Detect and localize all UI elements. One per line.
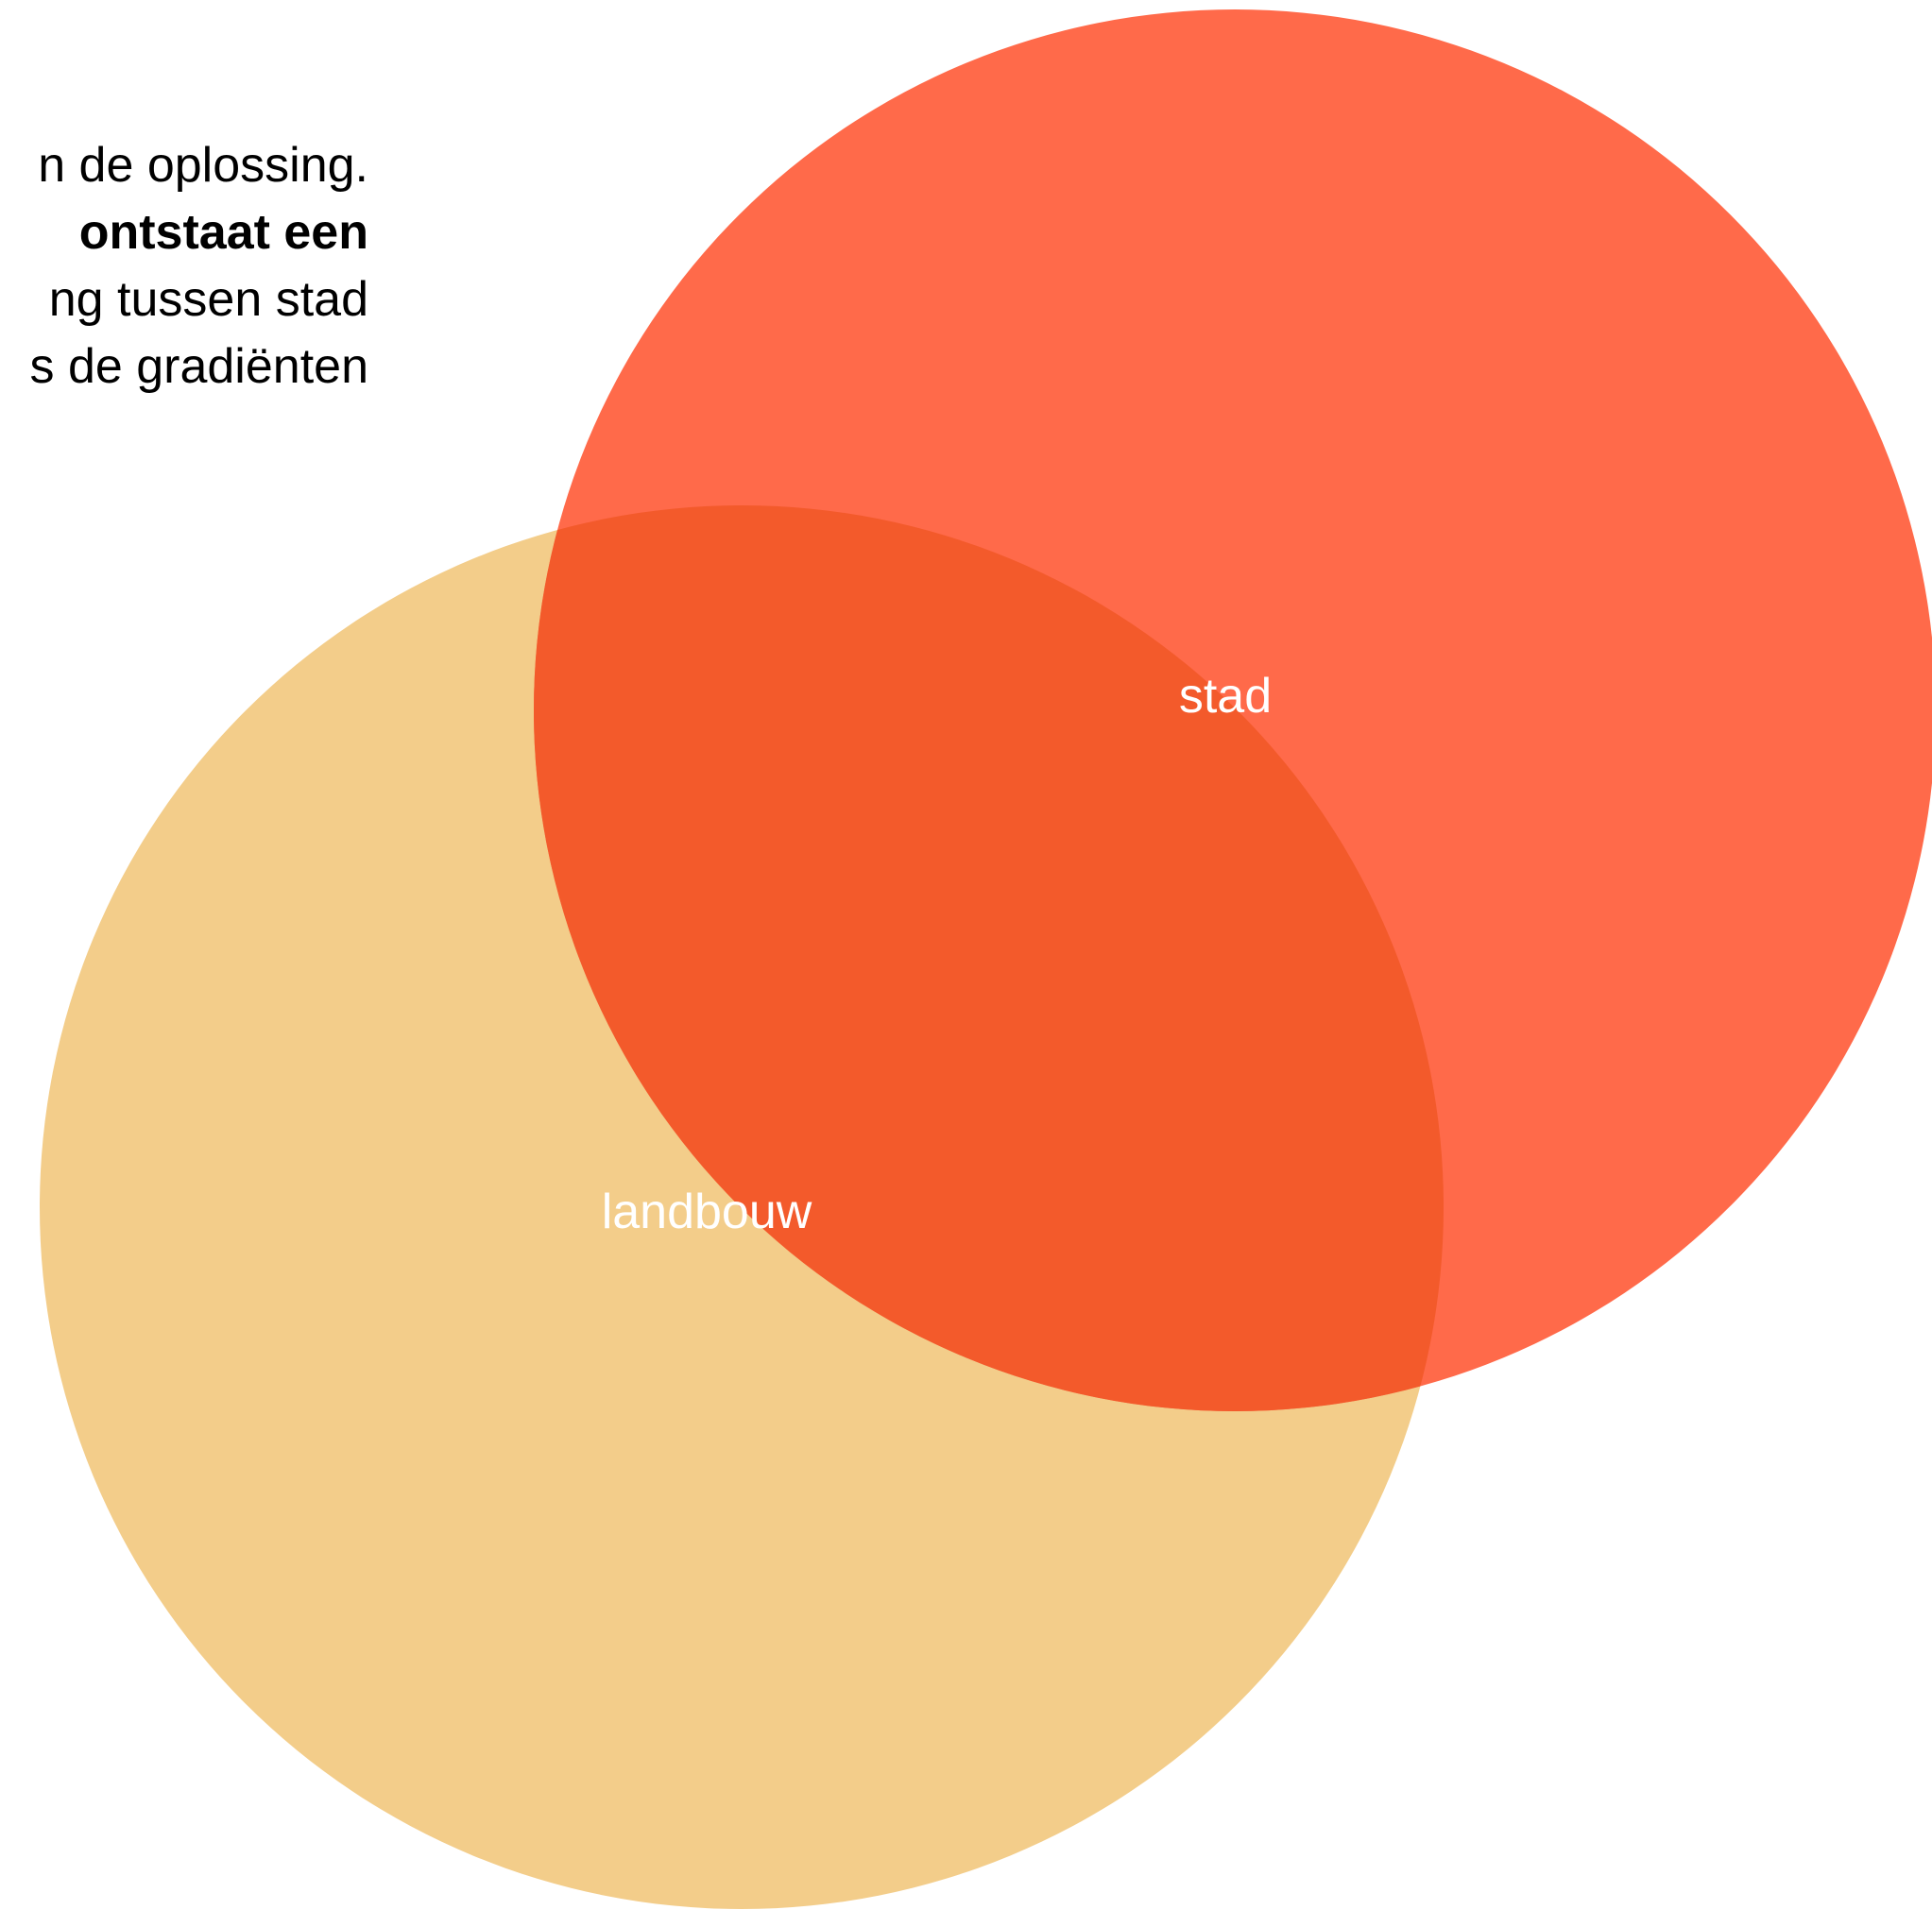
intro-line-2: ontstaat een	[78, 205, 368, 260]
intro-line-3: ng tussen stad	[48, 272, 368, 327]
stad-label: stad	[1178, 669, 1273, 724]
landbouw-label: landbouw	[601, 1185, 812, 1239]
overlap-region	[534, 505, 1444, 1411]
intro-line-4: s de gradiënten	[29, 339, 369, 394]
intro-line-1: n de oplossing.	[38, 138, 368, 193]
intro-text: n de oplossing. ontstaat een ng tussen s…	[0, 132, 369, 401]
